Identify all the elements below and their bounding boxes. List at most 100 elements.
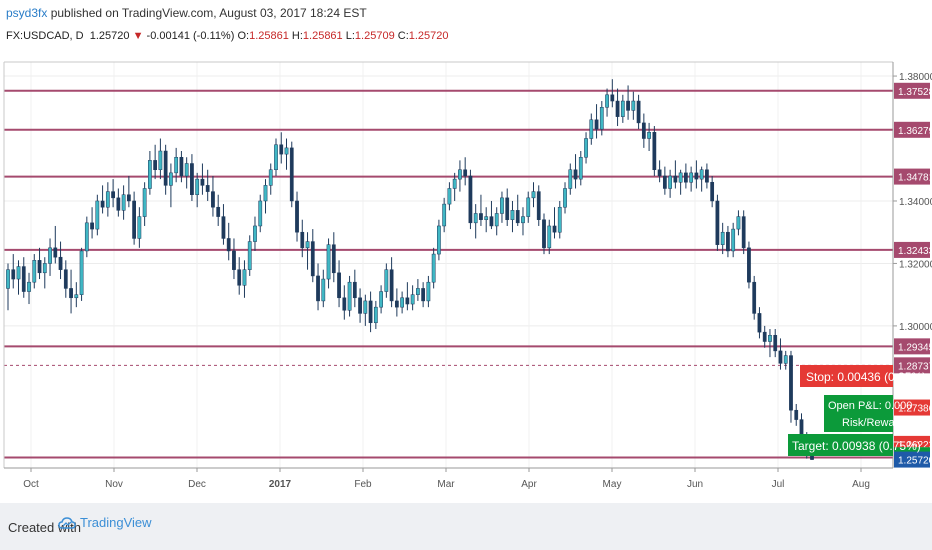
position-tool[interactable]: Stop: 0.00436 (0.35%) Open P&L: 0.000 Ri… [788,365,926,456]
candle-body [620,100,625,117]
last-price: 1.25720 [89,30,130,42]
dashed-level-price-tag: 1.28737 [898,361,932,372]
target-label-box [788,434,893,456]
down-arrow-icon: ▼ [132,30,144,42]
candle-body [368,300,373,324]
time-tick-label: Jun [687,479,703,490]
tradingview-brand-text: TradingView [80,515,152,530]
candle-body [736,216,741,230]
candle-body [610,94,615,102]
candle-body [258,200,263,227]
price-tick-label: 1.38000 [899,72,932,83]
price-change: -0.00141 (-0.11%) [146,30,235,42]
candle-body [90,222,94,230]
candle-body [720,231,725,245]
candle-body [95,200,100,230]
candle-body [405,297,410,305]
candle-body [6,269,10,289]
candle-body [563,188,567,208]
candle-body [699,169,704,180]
time-tick-label: Nov [105,479,123,490]
candle-body [578,157,583,180]
candle-body [363,300,368,314]
candle-body [489,216,494,227]
candle-body [232,250,236,270]
target-label: Target: 0.00938 (0.75%) [792,439,921,453]
candle-body [505,197,510,220]
candle-body [584,138,588,158]
stop-price-tag-box [894,399,930,416]
high-value: 1.25861 [302,30,343,42]
candle-body [552,225,557,233]
open-value: 1.25861 [249,30,289,42]
time-tick-label: 2017 [269,479,292,490]
author-link[interactable]: psyd3fx [6,6,48,20]
candle-body [605,94,609,108]
candle-body [626,100,630,111]
tradingview-logo[interactable]: TradingView [58,515,152,531]
candle-body [458,169,462,180]
candle-body [121,194,126,211]
candle-body [389,269,394,302]
candle-body [783,355,788,364]
target-zone-box [824,395,893,432]
candle-body [636,100,641,124]
candle-body [752,281,757,314]
candle-body [179,157,184,177]
plot-area [4,62,893,468]
time-tick-label: May [603,479,622,490]
candle-body [494,213,499,227]
candle-body [394,300,399,308]
candle-body [773,335,778,352]
candle-body [137,216,142,239]
candle-body [116,197,121,211]
candle-body [300,231,305,249]
candle-body [536,191,541,220]
candle-body [741,216,746,249]
time-tick-label: Mar [437,479,455,490]
candle-body [263,185,268,202]
candle-body [662,175,667,189]
candle-body [268,169,273,186]
stop-label-box [800,365,893,387]
candle-body [27,281,31,292]
level-price-tag: 1.37528 [898,87,932,98]
open-label: O: [237,30,250,42]
level-price-tag: 1.32433 [898,246,932,257]
candle-body [641,122,646,139]
candle-body [58,256,63,270]
candle-body [69,288,73,299]
candle-body [111,191,115,199]
candle-body [768,335,772,342]
candle-body [253,225,257,242]
candle-body [195,178,200,195]
candle-body [221,216,226,239]
time-tick-label: Jul [772,479,785,490]
candle-body [789,355,793,411]
candle-body [205,185,210,192]
candle-body [63,269,68,289]
candle-body [557,206,562,233]
candle-body [510,210,515,220]
candle-body [542,219,546,249]
symbol-info: FX:USDCAD, D 1.25720 ▼ -0.00141 (-0.11%)… [6,30,449,42]
symbol-name[interactable]: FX:USDCAD, D [6,30,84,42]
created-with-text: Created with [8,520,81,535]
candle-body [684,172,688,183]
candle-body [190,163,194,195]
level-price-tag: 1.29345 [898,342,932,353]
footer-bar: Created with TradingView [0,503,932,550]
low-value: 1.25709 [354,30,395,42]
candle-body [515,210,520,224]
candle-body [163,150,168,186]
level-price-tag-box [894,338,930,355]
candle-body [673,175,678,183]
time-axis: Oct Nov Dec 2017 Feb Mar Apr May Jun Jul Aug [23,468,870,490]
time-tick-label: Aug [852,479,870,490]
candle-body [689,172,694,183]
candle-body [21,266,26,292]
candle-body [226,238,231,252]
candle-body [358,297,362,314]
candle-body [715,200,720,245]
candle-body [74,294,79,299]
